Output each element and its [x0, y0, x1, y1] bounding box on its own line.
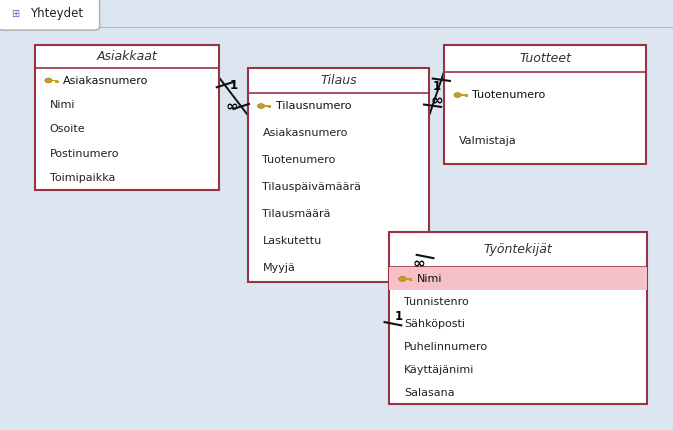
Circle shape — [44, 78, 52, 83]
Bar — [466, 96, 468, 97]
Text: Puhelinnumero: Puhelinnumero — [404, 342, 488, 352]
Bar — [264, 105, 271, 107]
Text: Laskutettu: Laskutettu — [262, 236, 322, 246]
Bar — [55, 81, 57, 83]
Text: Tilaus: Tilaus — [320, 74, 357, 87]
Text: Tuotenumero: Tuotenumero — [262, 155, 336, 165]
Text: Sähköposti: Sähköposti — [404, 319, 465, 329]
FancyBboxPatch shape — [0, 0, 100, 30]
Text: ∞: ∞ — [226, 99, 239, 114]
Bar — [405, 278, 413, 280]
Text: Asiakkaat: Asiakkaat — [96, 50, 157, 63]
Bar — [409, 280, 411, 281]
Text: Osoite: Osoite — [50, 124, 85, 134]
Bar — [248, 68, 429, 282]
Circle shape — [398, 276, 406, 281]
Text: Työntekijät: Työntekijät — [484, 243, 553, 256]
Bar — [464, 96, 466, 97]
Text: ⊞: ⊞ — [11, 9, 20, 18]
Bar — [270, 107, 271, 108]
Text: Tilausnumero: Tilausnumero — [276, 101, 351, 111]
Text: Yhteydet: Yhteydet — [30, 7, 83, 20]
Bar — [268, 107, 270, 108]
Bar — [444, 45, 646, 164]
Text: 1: 1 — [433, 80, 441, 93]
Text: Asiakasnumero: Asiakasnumero — [262, 128, 348, 138]
Text: ∞: ∞ — [413, 255, 425, 270]
Text: Salasana: Salasana — [404, 388, 454, 398]
Bar — [389, 232, 647, 404]
Text: Valmistaja: Valmistaja — [459, 136, 517, 146]
Circle shape — [454, 92, 462, 97]
Text: Toimipaikka: Toimipaikka — [50, 173, 115, 183]
Text: Tilauspäivämäärä: Tilauspäivämäärä — [262, 182, 361, 192]
Bar — [35, 45, 219, 190]
Text: 1: 1 — [395, 310, 403, 323]
Text: Nimi: Nimi — [417, 274, 443, 284]
Text: Tuotteet: Tuotteet — [519, 52, 571, 65]
Text: Asiakasnumero: Asiakasnumero — [63, 76, 149, 86]
Bar — [411, 280, 413, 281]
Text: Tuotenumero: Tuotenumero — [472, 90, 546, 100]
Text: Myyjä: Myyjä — [262, 263, 295, 273]
Circle shape — [257, 104, 265, 108]
Text: Tilausmäärä: Tilausmäärä — [262, 209, 331, 219]
Text: Nimi: Nimi — [50, 100, 75, 110]
Text: 1: 1 — [230, 79, 238, 92]
Bar — [57, 81, 59, 83]
Text: Postinumero: Postinumero — [50, 148, 119, 159]
Text: ∞: ∞ — [431, 92, 443, 107]
Bar — [51, 80, 59, 81]
Bar — [460, 94, 468, 96]
Text: Tunnistenro: Tunnistenro — [404, 297, 468, 307]
Text: Käyttäjänimi: Käyttäjänimi — [404, 365, 474, 375]
Bar — [389, 267, 647, 290]
